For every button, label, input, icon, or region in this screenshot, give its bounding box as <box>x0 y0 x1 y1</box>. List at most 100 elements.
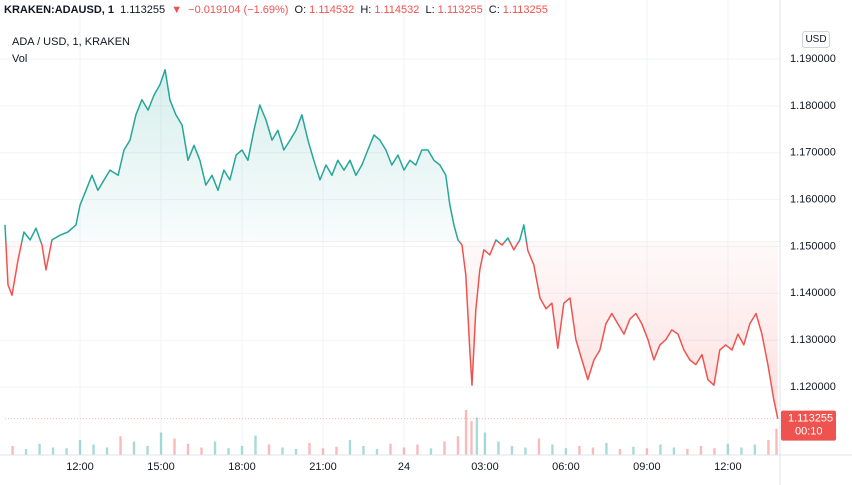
y-tick-label: 1.150000 <box>790 240 836 252</box>
volume-bar <box>348 440 352 455</box>
x-tick-label: 12:00 <box>714 461 742 473</box>
volume-bar <box>92 444 95 455</box>
volume-bar <box>524 447 527 455</box>
value: 1.113255 <box>502 4 548 16</box>
value: 1.113255 <box>437 4 483 16</box>
change: −0.019104 (−1.69%) <box>188 4 289 16</box>
symbol: KRAKEN:ADAUSD, 1 <box>4 4 115 16</box>
x-tick-label: 09:00 <box>633 461 661 473</box>
x-tick-label: 12:00 <box>66 461 94 473</box>
header: KRAKEN:ADAUSD, 1 1.113255 ▼ −0.019104 (−… <box>4 4 551 16</box>
volume-bar <box>699 446 703 455</box>
volume-bar <box>470 421 473 455</box>
volume-bar <box>578 446 581 455</box>
volume-bar <box>132 441 136 455</box>
arrow: ▼ <box>171 4 183 16</box>
volume-bar <box>119 436 122 455</box>
volume-bar <box>173 438 176 455</box>
volume-bar <box>591 447 595 455</box>
volume-label: Vol <box>12 53 28 65</box>
label: C: <box>488 4 500 16</box>
volume-bar <box>645 448 649 455</box>
volume-bar <box>200 447 203 455</box>
label: H: <box>360 4 372 16</box>
volume-bar <box>456 436 460 455</box>
volume-bar <box>11 446 14 455</box>
volume-bar <box>767 440 770 455</box>
legend: ADA / USD, 1, KRAKEN Vol <box>12 34 130 68</box>
y-tick-label: 1.180000 <box>790 100 836 112</box>
volume-bar <box>753 444 757 455</box>
volume-bar <box>186 443 190 455</box>
x-tick-label: 15:00 <box>147 461 175 473</box>
volume-bar <box>294 449 298 455</box>
x-tick-label: 06:00 <box>552 461 580 473</box>
volume-bar <box>605 443 608 455</box>
y-tick-label: 1.120000 <box>790 381 836 393</box>
x-tick-label: 24 <box>398 461 410 473</box>
volume-bar <box>672 447 676 455</box>
volume-bar <box>389 443 392 455</box>
y-tick-label: 1.190000 <box>790 53 836 65</box>
volume-bar <box>105 447 109 455</box>
volume-bar <box>159 432 163 455</box>
volume-bar <box>464 410 468 455</box>
volume-bar <box>402 447 406 455</box>
volume-bar <box>564 448 568 455</box>
volume-bar <box>281 447 284 455</box>
volume-bar <box>775 428 778 455</box>
axes: 1.120000 1.130000 1.140000 1.150000 1.160000… <box>66 53 836 473</box>
y-tick-label: 1.170000 <box>790 147 836 159</box>
volume <box>11 410 778 455</box>
value: 1.114532 <box>309 4 355 16</box>
volume-bar <box>227 448 230 455</box>
y-tick-label: 1.140000 <box>790 287 836 299</box>
volume-bar <box>321 448 325 455</box>
y-tick-label: 1.160000 <box>790 194 836 206</box>
volume-bar <box>267 444 271 455</box>
volume-bar <box>726 443 730 455</box>
volume-bar <box>335 446 338 455</box>
volume-bar <box>510 446 514 455</box>
volume-bar <box>416 444 419 455</box>
volume-bar <box>551 444 554 455</box>
volume-bar <box>618 449 622 455</box>
volume-bar <box>659 444 662 455</box>
volume-bar <box>308 443 311 455</box>
last-price-tag <box>781 410 836 441</box>
y-tick-label: 1.130000 <box>790 334 836 346</box>
volume-bar <box>146 446 149 455</box>
volume-bar <box>497 441 500 455</box>
value: 1.114532 <box>374 4 420 16</box>
last-price-label: 1.113255 <box>788 413 833 425</box>
series <box>4 69 780 420</box>
volume-bar <box>213 441 217 455</box>
volume-bar <box>483 432 487 455</box>
volume-bar <box>713 448 716 455</box>
volume-bar <box>632 446 635 455</box>
x-tick-label: 18:00 <box>228 461 256 473</box>
series-name: ADA / USD, 1, KRAKEN <box>12 36 130 48</box>
volume-bar <box>362 446 365 455</box>
baseline-area <box>5 69 778 419</box>
volume-bar <box>51 447 55 455</box>
volume-bar <box>65 448 68 455</box>
countdown: 00:10 <box>795 426 823 438</box>
volume-bar <box>443 441 446 455</box>
label: O: <box>294 4 307 16</box>
price: 1.113255 <box>120 4 166 16</box>
currency-button[interactable]: USD <box>802 31 830 48</box>
volume-bar <box>254 435 257 455</box>
volume-bar <box>740 447 743 455</box>
x-tick-label: 21:00 <box>309 461 337 473</box>
volume-bar <box>24 449 28 455</box>
volume-bar <box>240 446 244 455</box>
volume-bar <box>429 448 433 455</box>
volume-bar <box>375 449 379 455</box>
label: L: <box>425 4 435 16</box>
x-tick-label: 03:00 <box>471 461 499 473</box>
volume-bar <box>38 443 41 455</box>
price-line <box>4 69 779 419</box>
volume-bar <box>686 449 689 455</box>
